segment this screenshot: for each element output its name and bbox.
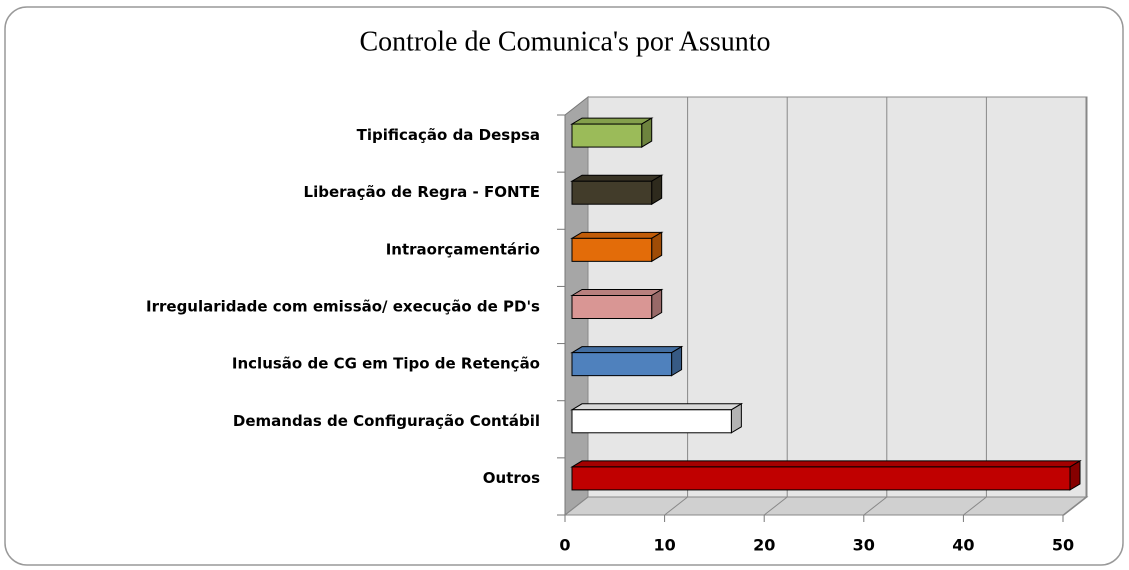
y-tick-label: Tipificação da Despsa bbox=[357, 126, 540, 144]
floor-grid-line bbox=[1062, 496, 1087, 516]
bar-top bbox=[570, 346, 684, 354]
x-tick-label: 30 bbox=[853, 536, 875, 555]
y-tick-label: Irregularidade com emissão/ execução de … bbox=[146, 298, 540, 316]
bar bbox=[571, 123, 643, 148]
y-tick-label: Inclusão de CG em Tipo de Retenção bbox=[232, 355, 540, 373]
bar bbox=[571, 409, 732, 434]
floor-grid-line bbox=[763, 496, 788, 516]
x-tick-label: 10 bbox=[653, 536, 675, 555]
x-tick-label: 20 bbox=[753, 536, 775, 555]
bar bbox=[571, 180, 653, 205]
back-wall bbox=[587, 96, 1088, 498]
bar-top bbox=[570, 460, 1082, 468]
x-tick-label: 0 bbox=[559, 536, 570, 555]
floor bbox=[563, 496, 1089, 516]
floor-grid-line bbox=[863, 496, 888, 516]
y-tick-label: Demandas de Configuração Contábil bbox=[233, 412, 540, 430]
x-tick-label: 50 bbox=[1052, 536, 1074, 555]
bar-top bbox=[570, 174, 664, 182]
bar bbox=[571, 295, 653, 319]
bar-top bbox=[570, 117, 654, 125]
bar-top bbox=[570, 289, 664, 296]
bar-top bbox=[570, 403, 744, 411]
floor-grid-line bbox=[963, 496, 987, 516]
floor-grid-line bbox=[564, 496, 589, 516]
bar-top bbox=[570, 231, 664, 239]
y-tick-label: Outros bbox=[483, 469, 540, 487]
x-tick-label: 40 bbox=[952, 536, 974, 555]
y-tick-label: Liberação de Regra - FONTE bbox=[304, 183, 540, 201]
bar bbox=[571, 237, 653, 262]
y-tick-label: Intraorçamentário bbox=[386, 240, 540, 258]
bar bbox=[571, 352, 673, 377]
floor-grid-line bbox=[664, 496, 688, 516]
chart-title: Controle de Comunica's por Assunto bbox=[359, 26, 770, 57]
bar bbox=[571, 466, 1071, 491]
